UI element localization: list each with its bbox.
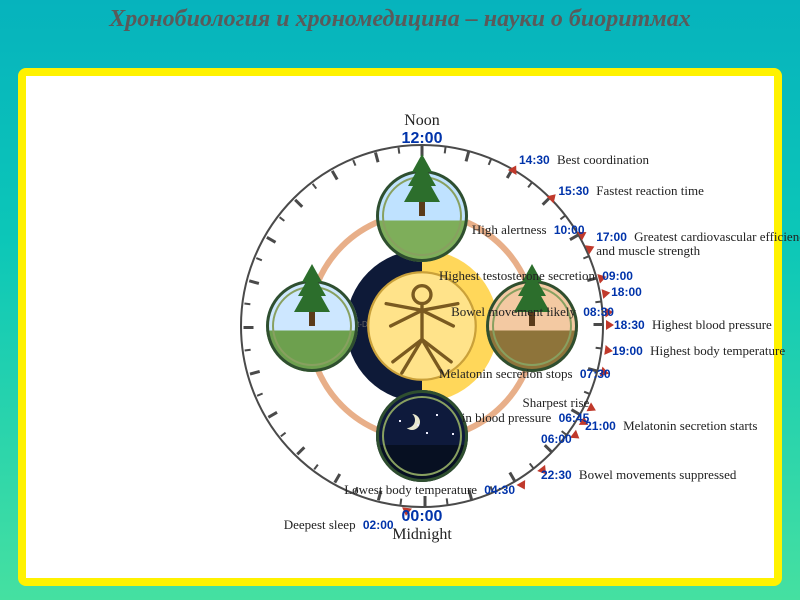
tick (594, 323, 604, 326)
clock-label: High alertness 10:00 (401, 223, 584, 237)
clock-label: Melatonin secretion stops 07:30 (439, 367, 603, 381)
clock-label: 15:30 Fastest reaction time (558, 184, 704, 198)
marker (602, 288, 612, 299)
tick (244, 326, 254, 329)
clock-label: 06:00 (375, 432, 571, 446)
diagram-panel: Noon 12:00 00:00 Midnight Light-Dark cyc… (18, 68, 782, 586)
clock-time: 22:30 (541, 469, 572, 482)
clock-label: 22:30 Bowel movements suppressed (541, 468, 736, 482)
clock-label: Highest testosterone secretion 09:00 (439, 269, 603, 283)
clock-time: 18:30 (614, 319, 645, 332)
clock-text: Highest blood pressure (652, 317, 772, 332)
clock-text: Fastest reaction time (596, 183, 704, 198)
clock-label: Sharpest risein blood pressure 06:45 (411, 396, 590, 425)
noon-label: Noon 12:00 (402, 112, 443, 147)
clock-time: 14:30 (519, 154, 550, 167)
clock-time: 04:30 (484, 484, 515, 497)
star-icon (399, 420, 401, 422)
clock-label: 19:00 Highest body temperature (612, 344, 785, 358)
clock-time: 21:00 (585, 420, 616, 433)
clock-text: Melatonin secretion stops (439, 366, 573, 381)
clock-label: Deepest sleep 02:00 (19, 518, 393, 532)
midnight-time: 00:00 (402, 508, 443, 526)
clock-label: 18:00 (611, 285, 646, 299)
clock-time: 06:00 (541, 433, 572, 446)
tick (424, 496, 427, 506)
page-root: Хронобиология и хрономедицина – науки о … (0, 0, 800, 600)
clock-time: 08:30 (583, 306, 614, 319)
clock-label: Lowest body temperature 04:30 (262, 483, 515, 497)
clock-text: Deepest sleep (284, 517, 356, 532)
clock-text: Bowel movement likely (451, 304, 576, 319)
clock-label: Bowel movement likely 08:30 (451, 305, 609, 319)
clock-time: 02:00 (363, 519, 394, 532)
clock-time: 09:00 (602, 270, 633, 283)
clock-stage: Noon 12:00 00:00 Midnight Light-Dark cyc… (32, 82, 768, 572)
clock-label: 18:30 Highest blood pressure (614, 318, 772, 332)
clock-time: 10:00 (554, 224, 585, 237)
marker (606, 320, 614, 330)
clock-time: 18:00 (611, 286, 642, 299)
clock-text: Highest testosterone secretion (439, 268, 595, 283)
clock-time: 17:00 (596, 231, 627, 244)
marker (570, 430, 582, 443)
clock-text: High alertness (472, 222, 547, 237)
page-title: Хронобиология и хрономедицина – науки о … (0, 0, 800, 34)
clock-text: Best coordination (557, 152, 649, 167)
clock-text: Bowel movements suppressed (579, 467, 736, 482)
clock-text: Highest body temperature (650, 343, 785, 358)
clock-time: 15:30 (558, 185, 589, 198)
clock-label: 21:00 Melatonin secretion starts (585, 419, 757, 433)
clock-time: 19:00 (612, 345, 643, 358)
noon-text: Noon (402, 112, 443, 130)
clock-time: 07:30 (580, 368, 611, 381)
clock-label: 17:00 Greatest cardiovascular efficiency… (596, 230, 800, 259)
marker (517, 480, 530, 492)
clock-label: 14:30 Best coordination (519, 153, 649, 167)
clock-text: Lowest body temperature (344, 482, 477, 497)
midnight-label: 00:00 Midnight (392, 508, 452, 543)
midnight-text: Midnight (392, 526, 452, 544)
clock-text: Melatonin secretion starts (623, 418, 757, 433)
